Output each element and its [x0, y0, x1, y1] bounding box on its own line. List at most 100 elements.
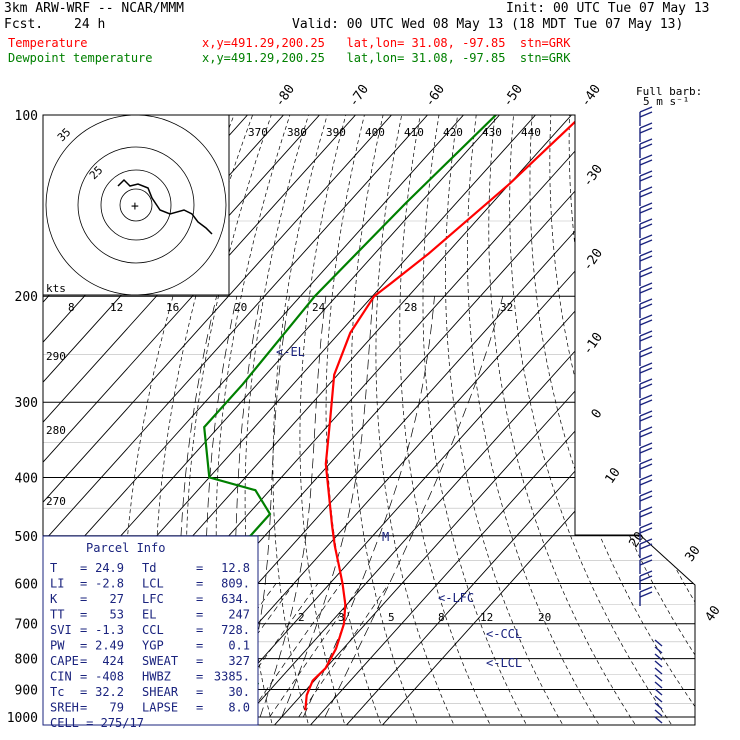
wind-barb-flag — [639, 383, 653, 390]
parcel-info-frame — [42, 535, 259, 726]
isotherm-line — [43, 115, 356, 725]
wind-barb-flag — [639, 122, 653, 129]
wind-barb-flag — [639, 378, 653, 385]
hodograph-center: + — [131, 199, 139, 214]
wind-barb — [654, 716, 663, 724]
pressure-label: 600 — [15, 577, 38, 592]
dry-adiabat-line — [272, 115, 328, 725]
parcel-value: 30. — [228, 685, 250, 699]
parcel-eq: = — [196, 561, 203, 575]
parcel-key: Td — [142, 561, 156, 575]
init-time: Init: 00 UTC Tue 07 May 13 — [506, 1, 710, 16]
theta-label: 410 — [404, 126, 424, 139]
wind-barb-flag — [639, 255, 653, 262]
parcel-eq: = — [196, 592, 203, 606]
parcel-eq: = — [80, 701, 87, 715]
pressure-label: 1000 — [7, 711, 38, 726]
wind-barb-title: Full barb: — [636, 85, 702, 98]
wind-barb-flag — [639, 207, 653, 214]
parcel-key: SVI — [50, 623, 72, 637]
wind-barb — [654, 667, 663, 675]
parcel-value: 3385. — [214, 670, 250, 684]
dry-adiabat-line — [445, 115, 566, 725]
wind-barb-flag — [639, 538, 653, 545]
parcel-key: Tc — [50, 685, 64, 699]
parcel-value: 424 — [102, 654, 124, 668]
wind-barb — [654, 681, 663, 689]
isotherm-line — [377, 115, 695, 725]
isotherm-line — [269, 115, 695, 725]
theta-label: 380 — [287, 126, 307, 139]
wind-barb — [654, 688, 663, 696]
isotherm-label: -60 — [422, 82, 448, 110]
parcel-value: 8.0 — [228, 701, 250, 715]
parcel-value: 12.8 — [221, 561, 250, 575]
isotherm-line — [197, 115, 695, 725]
header: 3km ARW-WRF -- NCAR/MMM Init: 00 UTC Tue… — [0, 0, 740, 70]
hodograph-speed-label: 16 — [166, 301, 179, 314]
wind-barb-flag — [639, 490, 653, 497]
temperature-profile — [304, 115, 584, 711]
wind-barb-flag — [639, 346, 653, 353]
wind-barb-flag — [639, 186, 653, 193]
parcel-eq: = — [196, 701, 203, 715]
parcel-value: 0.1 — [228, 639, 250, 653]
theta-label: 440 — [521, 126, 541, 139]
parcel-value: 2.49 — [95, 639, 124, 653]
dry-adiabat-label: 280 — [46, 424, 66, 437]
parcel-value: 247 — [228, 608, 250, 622]
wind-barb-flag — [639, 575, 653, 582]
parcel-eq: = — [196, 639, 203, 653]
valid-time: Valid: 00 UTC Wed 08 May 13 (18 MDT Tue … — [292, 17, 684, 32]
pressure-label: 400 — [15, 471, 38, 486]
wind-barb-flag — [639, 511, 653, 518]
wind-barb-flag — [639, 127, 653, 134]
dry-adiabat-line — [529, 115, 695, 725]
theta-label: 420 — [443, 126, 463, 139]
model-title: 3km ARW-WRF -- NCAR/MMM — [4, 1, 185, 16]
wind-barb-units: 5 m s⁻¹ — [643, 95, 689, 108]
wind-barb-flag — [639, 298, 653, 305]
hodograph-ring — [100, 169, 172, 241]
parcel-eq: = — [80, 670, 87, 684]
wind-barb — [654, 695, 663, 703]
wind-barb-flag — [639, 543, 653, 550]
wind-barb-flag — [639, 239, 653, 246]
hodograph-speed-label: 28 — [404, 301, 417, 314]
parcel-info-title: Parcel Info — [86, 541, 165, 555]
hodograph-ring — [77, 146, 195, 264]
wind-barb-flag — [639, 314, 653, 321]
wind-barb-flag — [639, 506, 653, 513]
isotherm-label: -30 — [580, 162, 606, 190]
mixing-ratio-label: 20 — [538, 611, 551, 624]
parcel-key: LCL — [142, 577, 164, 591]
parcel-level-marker: <-LFC — [438, 591, 474, 605]
parcel-key: YGP — [142, 639, 164, 653]
parcel-key: CAPE — [50, 654, 79, 668]
hodograph-units: kts — [46, 282, 66, 295]
parcel-key: LAPSE — [142, 701, 178, 715]
parcel-key: T — [50, 561, 57, 575]
wind-barb-flag — [639, 570, 653, 577]
theta-label: 430 — [482, 126, 502, 139]
parcel-eq: = — [80, 639, 87, 653]
wind-barb-flag — [639, 591, 653, 598]
isotherm-label: -80 — [272, 82, 298, 110]
pressure-label: 300 — [15, 396, 38, 411]
isotherm-line — [43, 115, 392, 725]
wind-barb-flag — [639, 522, 653, 529]
moist-adiabat-line — [259, 296, 327, 718]
isotherm-line — [233, 115, 695, 725]
parcel-key: EL — [142, 608, 156, 622]
wind-barb-flag — [639, 175, 653, 182]
wind-barb-flag — [639, 431, 653, 438]
wind-barb-flag — [639, 559, 653, 566]
dry-adiabat-line — [587, 115, 695, 725]
wind-barb-flag — [639, 111, 653, 118]
parcel-key: SHEAR — [142, 685, 179, 699]
melting-level-marker: M — [382, 530, 389, 544]
wind-barb-flag — [639, 527, 653, 534]
parcel-eq: = — [80, 623, 87, 637]
hodograph-ring — [119, 188, 153, 222]
parcel-key: TT — [50, 608, 64, 622]
